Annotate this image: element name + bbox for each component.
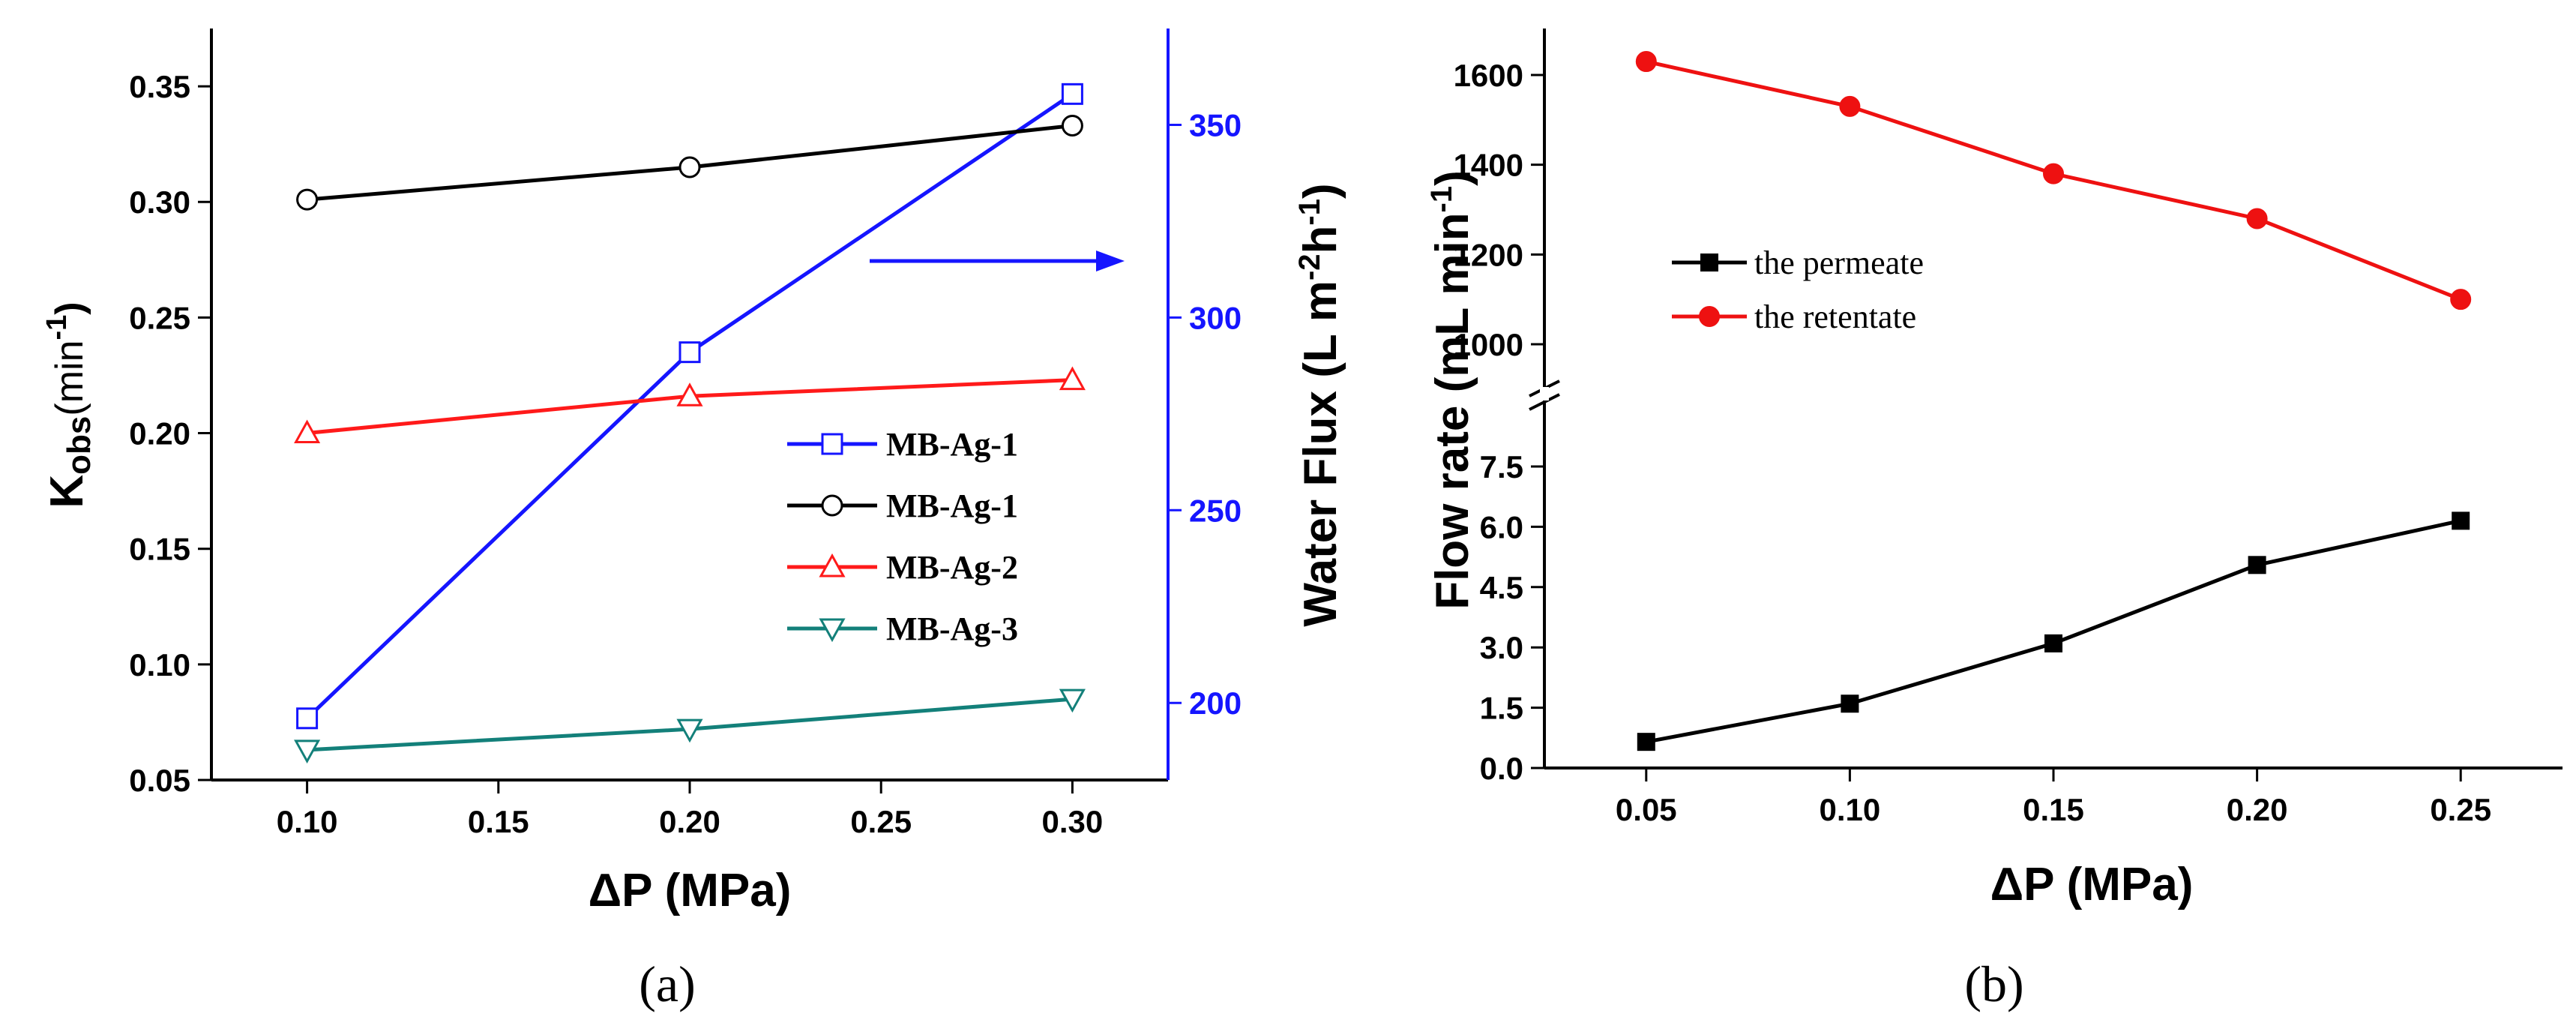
y-tick-label: 1200 bbox=[1454, 237, 1523, 272]
data-point bbox=[1059, 366, 1086, 391]
panel-a-y2-axis-label: Water Flux (L m-2h-1) bbox=[1293, 183, 1346, 626]
panel-a-y2-ticks: 200 250 300 350 bbox=[1168, 107, 1242, 721]
data-point bbox=[2452, 512, 2470, 530]
y-tick-label: 3.0 bbox=[1480, 630, 1523, 665]
legend-label: the retentate bbox=[1754, 298, 1916, 335]
y-tick-label: 0.15 bbox=[129, 532, 190, 567]
y-tick-label: 1000 bbox=[1454, 327, 1523, 362]
legend-marker bbox=[1700, 254, 1718, 272]
legend-label: MB-Ag-1 bbox=[886, 426, 1018, 463]
data-point bbox=[2450, 289, 2472, 310]
panel-a-x-ticks: 0.10 0.15 0.20 0.25 0.30 bbox=[277, 780, 1104, 839]
panel-a-y-ticks: 0.05 0.10 0.15 0.20 0.25 0.30 0.35 bbox=[129, 69, 211, 798]
x-tick-label: 0.10 bbox=[277, 804, 338, 839]
x-tick-label: 0.20 bbox=[2227, 792, 2288, 827]
data-point bbox=[1841, 694, 1859, 713]
x-tick-label: 0.05 bbox=[1616, 792, 1677, 827]
legend-marker bbox=[821, 494, 843, 517]
legend-marker bbox=[1699, 306, 1720, 327]
panel-b-series bbox=[1635, 51, 2472, 752]
data-point bbox=[1637, 733, 1655, 752]
panel-a-y-axis-label: Kobs(min-1) bbox=[41, 302, 97, 508]
y2-tick-label: 250 bbox=[1189, 493, 1242, 528]
panel-b-chart: 0.05 0.10 0.15 0.20 0.25 1000 1200 1400 1600 0.0… bbox=[1425, 28, 2563, 1012]
y-tick-label: 0.20 bbox=[129, 416, 190, 452]
legend-label: MB-Ag-1 bbox=[886, 488, 1018, 524]
legend-label: MB-Ag-3 bbox=[886, 610, 1018, 647]
y-tick-label: 4.5 bbox=[1480, 570, 1523, 605]
y-tick-label: 0.30 bbox=[129, 184, 190, 220]
y-tick-label: 0.05 bbox=[129, 763, 190, 798]
legend-label: MB-Ag-2 bbox=[886, 549, 1018, 586]
legend-label: the permeate bbox=[1754, 244, 1924, 281]
data-point bbox=[678, 156, 701, 178]
x-tick-label: 0.25 bbox=[2430, 792, 2491, 827]
axis-break-mark-bottom bbox=[1529, 393, 1560, 411]
data-point bbox=[296, 707, 319, 730]
data-point bbox=[676, 718, 703, 743]
panel-b-x-ticks: 0.05 0.10 0.15 0.20 0.25 bbox=[1616, 768, 2491, 827]
data-point bbox=[1839, 95, 1861, 117]
panel-b-y-axis-label: Flow rate (mL min-1) bbox=[1425, 170, 1478, 610]
panel-b-y-ticks: 1000 1200 1400 1600 0.0 1.5 3.0 4.5 6.0 7.5 bbox=[1454, 58, 1544, 786]
x-tick-label: 0.15 bbox=[468, 804, 529, 839]
y2-tick-label: 350 bbox=[1189, 107, 1242, 142]
series-line-1 bbox=[1646, 518, 2461, 744]
axis-break-gap bbox=[1540, 387, 1549, 400]
data-point bbox=[1061, 82, 1083, 105]
legend-marker bbox=[821, 433, 843, 455]
data-point bbox=[1059, 688, 1086, 713]
data-point bbox=[294, 740, 321, 764]
data-point bbox=[678, 341, 701, 364]
y2-tick-label: 200 bbox=[1189, 686, 1242, 721]
x-tick-label: 0.30 bbox=[1042, 804, 1104, 839]
data-point bbox=[2043, 163, 2064, 184]
legend-marker bbox=[819, 553, 846, 578]
data-point bbox=[1635, 51, 1657, 73]
y-tick-label: 1.5 bbox=[1480, 691, 1523, 726]
panel-b-label: (b) bbox=[1964, 956, 2023, 1012]
x-tick-label: 0.15 bbox=[2023, 792, 2084, 827]
y-tick-label: 7.5 bbox=[1480, 449, 1523, 484]
data-point bbox=[296, 188, 319, 211]
panel-a-x-axis-label: ΔP (MPa) bbox=[589, 865, 792, 916]
y-tick-label: 6.0 bbox=[1480, 509, 1523, 544]
data-point bbox=[294, 419, 321, 444]
y-tick-label: 0.35 bbox=[129, 69, 190, 104]
data-point bbox=[2248, 556, 2266, 574]
panel-a-chart: 0.10 0.15 0.20 0.25 0.30 0.05 0.10 0.15 0.20 0.2… bbox=[41, 28, 1346, 1012]
y-tick-label: 1400 bbox=[1454, 148, 1523, 183]
panel-b-legend: the permeate the retentate bbox=[1672, 244, 1924, 335]
y-tick-label: 0.25 bbox=[129, 300, 190, 335]
y-tick-label: 1600 bbox=[1454, 58, 1523, 93]
y-tick-label: 0.10 bbox=[129, 647, 190, 682]
data-point bbox=[2246, 208, 2268, 230]
panel-a-legend: MB-Ag-1 MB-Ag-1 MB-Ag-2 MB-Ag-3 bbox=[787, 426, 1018, 647]
x-tick-label: 0.25 bbox=[850, 804, 912, 839]
panel-b-x-axis-label: ΔP (MPa) bbox=[1990, 859, 2194, 910]
data-point bbox=[676, 382, 703, 406]
x-tick-label: 0.20 bbox=[659, 804, 720, 839]
y2-tick-label: 300 bbox=[1189, 300, 1242, 335]
legend-marker bbox=[819, 618, 846, 643]
data-point bbox=[1061, 114, 1083, 136]
data-point bbox=[2044, 634, 2062, 652]
right-axis-arrow-head bbox=[1096, 250, 1125, 272]
panel-a-label: (a) bbox=[639, 956, 695, 1012]
y-tick-label: 0.0 bbox=[1480, 751, 1523, 786]
x-tick-label: 0.10 bbox=[1820, 792, 1881, 827]
panel-a-series bbox=[294, 82, 1086, 764]
